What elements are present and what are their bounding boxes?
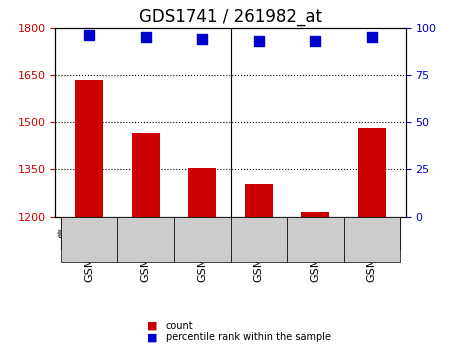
Text: percentile rank within the sample: percentile rank within the sample [166,333,331,342]
Text: count: count [166,321,194,331]
Text: genotype/variation: genotype/variation [58,228,154,238]
Title: GDS1741 / 261982_at: GDS1741 / 261982_at [139,8,322,26]
Text: wild type: wild type [120,228,171,238]
Bar [301,212,330,217]
Bar [245,184,273,217]
Point [255,38,262,43]
Point [312,38,319,43]
Bar [131,133,160,217]
Point [142,34,149,40]
FancyBboxPatch shape [230,217,400,250]
Bar [358,128,386,217]
Bar [188,168,216,217]
Point [368,34,375,40]
Point [199,36,206,42]
Text: ■: ■ [147,321,157,331]
FancyBboxPatch shape [61,217,230,250]
Text: vfb triple mutant: vfb triple mutant [268,228,362,238]
Text: ■: ■ [147,333,157,342]
Point [86,32,93,38]
Bar [75,80,103,217]
